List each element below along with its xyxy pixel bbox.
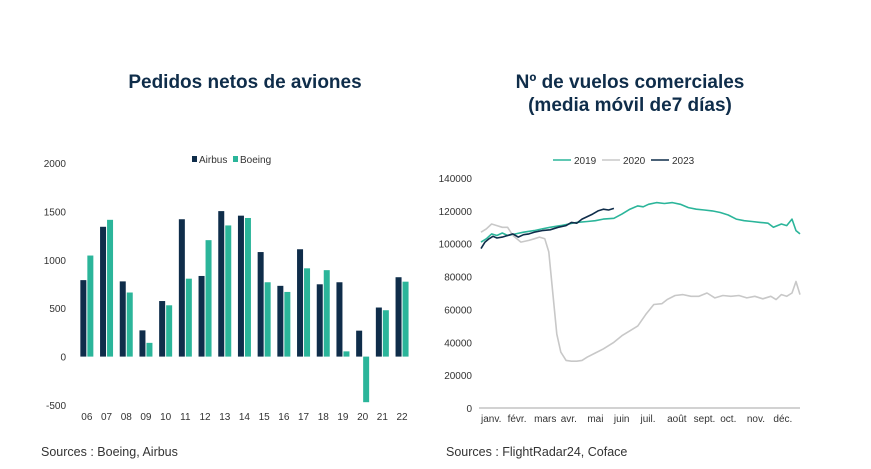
bar-airbus-06: [80, 280, 87, 357]
bar-legend-label-boeing: Boeing: [240, 155, 271, 166]
bar-x-tick-label: 08: [121, 412, 133, 423]
bar-y-tick-label: 2000: [44, 159, 67, 170]
bar-boeing-14: [244, 217, 251, 357]
line-x-tick-label: août: [667, 414, 687, 425]
line-legend-label-2023: 2023: [672, 156, 695, 167]
line-x-tick-label: sept.: [694, 414, 716, 425]
right-chart-title: Nº de vuelos comerciales (media móvil de…: [440, 71, 820, 117]
line-series-2019: [480, 201, 801, 243]
line-legend-label-2020: 2020: [623, 156, 646, 167]
bar-boeing-10: [166, 305, 173, 357]
bar-x-tick-label: 13: [219, 412, 231, 423]
bar-airbus-20: [356, 330, 363, 357]
line-x-tick-label: avr.: [561, 414, 577, 425]
bar-airbus-11: [178, 219, 185, 357]
line-series-2023: [480, 207, 615, 250]
bar-boeing-12: [205, 240, 212, 357]
left-source-note: Sources : Boeing, Airbus: [41, 445, 178, 459]
line-y-tick-label: 140000: [439, 174, 473, 185]
bar-boeing-07: [107, 219, 114, 357]
bar-airbus-07: [100, 226, 107, 357]
line-x-tick-label: nov.: [747, 414, 765, 425]
bar-x-tick-label: 10: [160, 412, 172, 423]
left-chart-title: Pedidos netos de aviones: [128, 72, 362, 93]
right-source-note: Sources : FlightRadar24, Coface: [446, 445, 628, 459]
line-x-tick-label: mars: [534, 414, 556, 425]
bar-x-tick-label: 22: [396, 412, 408, 423]
line-y-tick-label: 20000: [444, 371, 472, 382]
bar-boeing-21: [382, 310, 389, 357]
bar-boeing-19: [343, 351, 350, 357]
bar-airbus-08: [119, 281, 126, 357]
bar-legend-swatch-airbus: [192, 156, 197, 162]
line-x-tick-label: juin: [613, 414, 630, 425]
bar-boeing-20: [363, 356, 370, 403]
bar-airbus-15: [257, 252, 264, 357]
line-y-tick-label: 0: [466, 404, 472, 415]
line-y-tick-label: 40000: [444, 338, 472, 349]
line-x-tick-label: janv.: [480, 414, 501, 425]
line-x-tick-label: févr.: [508, 414, 527, 425]
bar-airbus-22: [395, 277, 402, 357]
bar-boeing-15: [264, 282, 271, 357]
bar-x-tick-label: 21: [377, 412, 389, 423]
line-y-tick-label: 120000: [439, 207, 473, 218]
bar-legend-swatch-boeing: [233, 156, 238, 162]
bar-airbus-09: [139, 330, 146, 357]
bar-boeing-06: [87, 255, 94, 357]
bar-y-tick-label: 0: [60, 353, 66, 364]
right-chart-title-line2: (media móvil de7 días): [528, 95, 732, 116]
bar-boeing-13: [225, 225, 232, 357]
bar-x-tick-label: 19: [337, 412, 349, 423]
bar-x-tick-label: 17: [298, 412, 310, 423]
bar-y-tick-label: 1000: [44, 256, 67, 267]
bar-airbus-14: [237, 215, 244, 357]
bar-airbus-19: [336, 282, 343, 357]
bar-legend-label-airbus: Airbus: [199, 155, 227, 166]
line-x-tick-label: déc.: [773, 414, 792, 425]
bar-y-tick-label: 500: [49, 304, 66, 315]
bar-airbus-13: [218, 211, 225, 357]
bar-airbus-17: [297, 249, 304, 357]
bar-airbus-10: [159, 301, 166, 357]
bar-airbus-21: [375, 307, 382, 357]
bar-boeing-17: [304, 268, 311, 357]
bar-x-tick-label: 07: [101, 412, 113, 423]
bar-x-tick-label: 11: [180, 412, 191, 423]
line-legend-label-2019: 2019: [574, 156, 597, 167]
bar-y-tick-label: 1500: [44, 207, 67, 218]
bar-airbus-18: [316, 284, 323, 357]
bar-x-tick-label: 09: [140, 412, 152, 423]
line-series-2020: [480, 223, 801, 363]
right-chart-title-line1: Nº de vuelos comerciales: [515, 72, 745, 93]
bar-x-tick-label: 16: [278, 412, 290, 423]
bar-x-tick-label: 12: [199, 412, 211, 423]
bar-boeing-22: [402, 281, 409, 357]
line-x-tick-label: mai: [587, 414, 603, 425]
bar-boeing-16: [284, 291, 291, 357]
bar-x-tick-label: 18: [318, 412, 330, 423]
line-y-tick-label: 100000: [439, 240, 473, 251]
bar-y-tick-label: -500: [46, 401, 66, 412]
bar-boeing-09: [146, 342, 153, 357]
line-y-tick-label: 60000: [444, 305, 472, 316]
bar-boeing-18: [323, 270, 330, 357]
bar-x-tick-label: 14: [239, 412, 251, 423]
line-y-tick-label: 80000: [444, 273, 472, 284]
bar-boeing-08: [126, 292, 133, 357]
bar-x-tick-label: 06: [81, 412, 93, 423]
bar-airbus-16: [277, 285, 284, 357]
bar-x-tick-label: 20: [357, 412, 369, 423]
bar-airbus-12: [198, 275, 205, 357]
bar-boeing-11: [185, 278, 192, 357]
line-x-tick-label: oct.: [720, 414, 736, 425]
line-x-tick-label: juil.: [640, 414, 656, 425]
bar-x-tick-label: 15: [259, 412, 271, 423]
